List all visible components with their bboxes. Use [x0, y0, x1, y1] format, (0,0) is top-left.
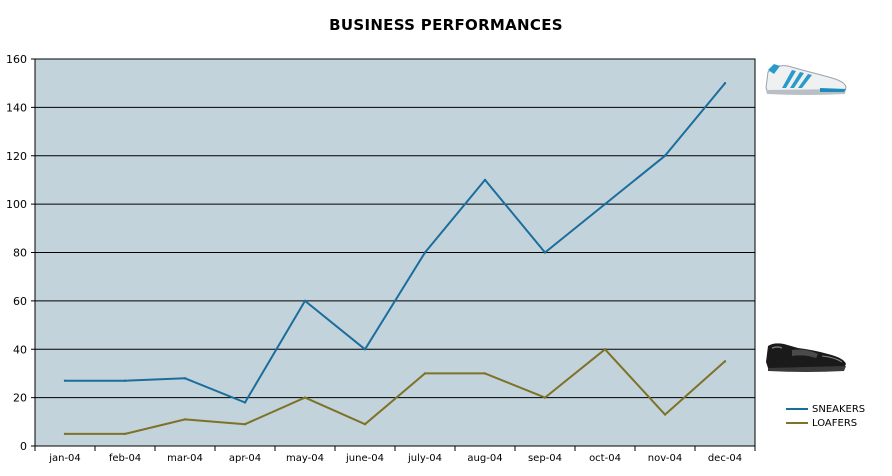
chart-title: BUSINESS PERFORMANCES: [329, 16, 563, 34]
data-point-loafers: [543, 396, 547, 399]
data-point-sneakers: [123, 379, 127, 382]
y-tick-label: 100: [6, 198, 27, 211]
data-point-sneakers: [723, 81, 727, 85]
data-point-sneakers: [543, 251, 547, 254]
sneaker-image: [765, 64, 847, 95]
data-point-loafers: [423, 372, 427, 375]
y-tick-label: 0: [20, 440, 27, 453]
data-point-loafers: [483, 372, 487, 375]
x-tick-label: mar-04: [167, 453, 203, 464]
data-point-sneakers: [423, 251, 427, 254]
x-tick-label: feb-04: [109, 453, 141, 464]
x-tick-label: sep-04: [528, 453, 562, 464]
x-tick-label: apr-04: [229, 453, 261, 464]
y-tick-label: 140: [6, 101, 27, 114]
legend-swatch-loafers: [786, 422, 808, 424]
x-tick-label: june-04: [345, 453, 384, 464]
series-line-sneakers: [65, 82, 726, 404]
x-tick-label: oct-04: [589, 453, 621, 464]
data-point-sneakers: [603, 202, 607, 206]
y-tick-label: 80: [13, 247, 27, 260]
data-point-loafers: [723, 360, 727, 363]
legend-label-loafers: LOAFERS: [812, 417, 858, 429]
data-point-sneakers: [663, 154, 667, 157]
y-tick-label: 120: [6, 150, 27, 163]
data-point-loafers: [123, 432, 127, 436]
series-line-loafers: [65, 348, 726, 435]
data-point-sneakers: [63, 379, 67, 382]
data-point-loafers: [183, 418, 187, 421]
legend-swatch-sneakers: [786, 408, 808, 410]
y-tick-label: 60: [13, 295, 27, 308]
data-point-sneakers: [303, 299, 307, 303]
data-point-loafers: [603, 348, 607, 351]
x-tick-label: july-04: [407, 453, 442, 464]
legend: SNEAKERS LOAFERS: [786, 402, 865, 430]
x-tick-label: aug-04: [467, 453, 502, 464]
x-tick-label: dec-04: [708, 453, 742, 464]
data-point-loafers: [63, 432, 67, 436]
data-point-sneakers: [243, 401, 247, 404]
y-tick-label: 20: [13, 392, 27, 405]
legend-item-loafers: LOAFERS: [786, 416, 865, 430]
y-tick-label: 40: [13, 343, 27, 356]
data-point-sneakers: [363, 348, 367, 351]
x-tick-label: nov-04: [648, 453, 682, 464]
y-tick-label: 160: [6, 53, 27, 66]
data-point-sneakers: [483, 178, 487, 182]
data-point-loafers: [663, 413, 667, 416]
data-point-loafers: [303, 396, 307, 399]
loafer-image: [766, 343, 846, 372]
x-tick-label: may-04: [286, 453, 324, 464]
x-tick-label: jan-04: [48, 453, 81, 464]
legend-item-sneakers: SNEAKERS: [786, 402, 865, 416]
data-point-sneakers: [183, 377, 187, 380]
data-point-loafers: [243, 423, 247, 426]
data-point-loafers: [363, 423, 367, 426]
legend-label-sneakers: SNEAKERS: [812, 403, 866, 415]
